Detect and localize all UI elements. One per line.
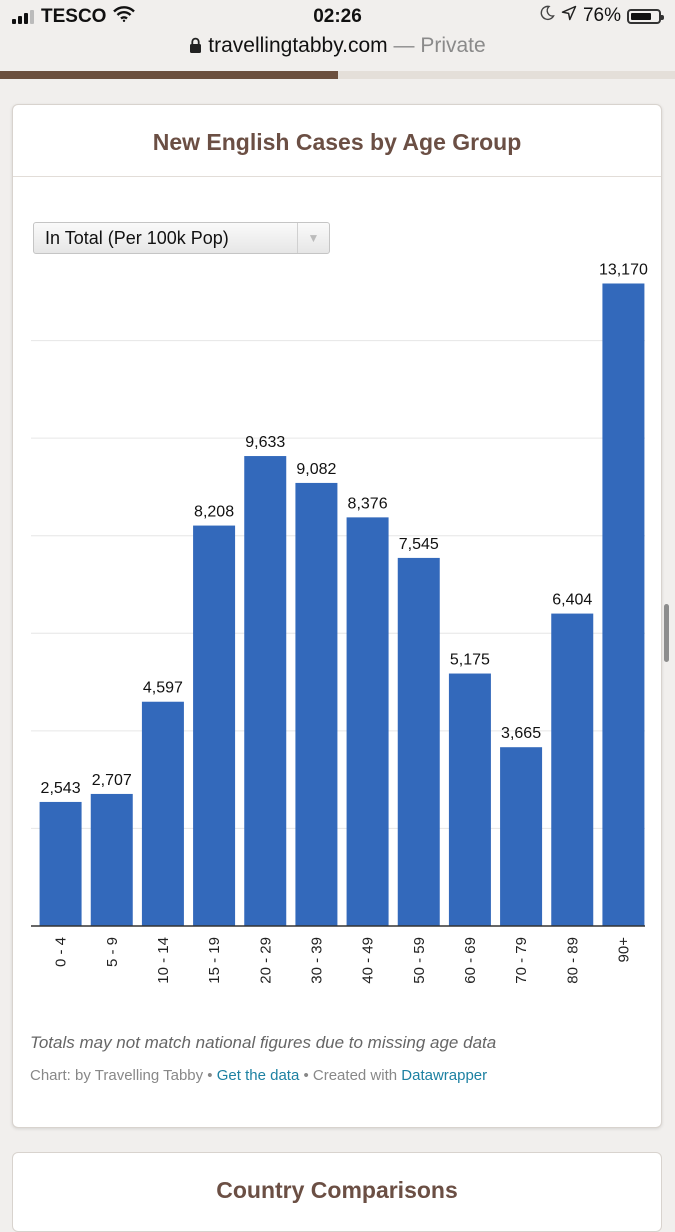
bar-chart: 2,543 0 - 4 2,707 5 - 9 4,597 10 - 14 8,208 15 … xyxy=(31,261,648,984)
bar-value-label: 13,170 xyxy=(599,261,648,278)
battery-percent: 76% xyxy=(582,5,621,26)
x-tick-label: 5 - 9 xyxy=(104,937,121,967)
status-bar: TESCO 02:26 76% xyxy=(0,0,675,34)
bar-value-label: 3,665 xyxy=(501,725,541,742)
bar xyxy=(551,613,594,926)
bar-value-label: 8,208 xyxy=(194,504,234,521)
x-tick-label: 60 - 69 xyxy=(462,937,479,984)
bar-value-label: 9,633 xyxy=(245,434,285,451)
status-time: 02:26 xyxy=(313,6,362,27)
country-comparisons-card: Country Comparisons xyxy=(12,1152,662,1232)
bar-value-label: 9,082 xyxy=(296,461,336,478)
bar xyxy=(90,793,133,926)
signal-icon xyxy=(12,10,34,24)
bar-value-label: 2,707 xyxy=(92,772,132,789)
bar-value-label: 4,597 xyxy=(143,680,183,697)
location-icon xyxy=(561,5,577,27)
x-tick-label: 70 - 79 xyxy=(513,937,530,984)
x-tick-label: 0 - 4 xyxy=(53,937,70,967)
bar xyxy=(602,283,645,926)
bar xyxy=(244,456,287,926)
bar xyxy=(346,517,389,926)
address-bar[interactable]: travellingtabby.com — Private xyxy=(0,34,675,60)
measure-dropdown-value: In Total (Per 100k Pop) xyxy=(45,228,229,248)
battery-fill xyxy=(631,12,651,20)
datawrapper-link[interactable]: Datawrapper xyxy=(401,1067,488,1084)
x-tick-label: 40 - 49 xyxy=(360,937,377,984)
status-right: 76% xyxy=(539,5,664,27)
status-left: TESCO xyxy=(12,6,136,28)
bar xyxy=(39,801,82,926)
bar xyxy=(141,701,184,926)
chart-credit: Chart: by Travelling Tabby • Get the dat… xyxy=(30,1067,487,1084)
x-tick-label: 80 - 89 xyxy=(564,937,581,984)
x-tick-label: 20 - 29 xyxy=(257,937,274,984)
battery-icon xyxy=(627,8,664,24)
carrier-label: TESCO xyxy=(41,6,107,27)
bar xyxy=(295,482,338,926)
x-tick-label: 30 - 39 xyxy=(308,937,325,984)
page-load-progress xyxy=(0,71,675,79)
page-scrollbar[interactable] xyxy=(664,604,669,662)
bar xyxy=(397,557,440,926)
bar xyxy=(500,747,543,926)
url-domain: travellingtabby.com xyxy=(208,34,388,57)
x-tick-label: 50 - 59 xyxy=(411,937,428,984)
country-comparisons-title: Country Comparisons xyxy=(216,1177,458,1203)
private-mode-label: — Private xyxy=(393,34,486,57)
measure-dropdown[interactable]: In Total (Per 100k Pop) ▼ xyxy=(33,222,330,254)
bar xyxy=(193,525,236,926)
x-tick-label: 90+ xyxy=(615,937,632,963)
lock-icon xyxy=(189,36,202,60)
get-the-data-link[interactable]: Get the data xyxy=(216,1067,300,1084)
bar xyxy=(448,673,491,926)
bar-value-label: 5,175 xyxy=(450,652,490,669)
chart-card: New English Cases by Age Group In Total … xyxy=(12,104,662,1128)
moon-icon xyxy=(539,5,555,27)
bar-value-label: 7,545 xyxy=(399,536,439,553)
credit-prefix: Chart: by Travelling Tabby • xyxy=(30,1067,217,1084)
x-tick-label: 10 - 14 xyxy=(155,937,172,984)
wifi-icon xyxy=(113,6,136,28)
bar-value-label: 8,376 xyxy=(348,495,388,512)
title-divider xyxy=(13,176,661,177)
x-tick-label: 15 - 19 xyxy=(206,937,223,984)
bar-value-label: 2,543 xyxy=(41,780,81,797)
credit-middle: • Created with xyxy=(299,1067,402,1084)
page-load-progress-fill xyxy=(0,71,338,79)
chevron-down-icon: ▼ xyxy=(297,223,329,253)
bar-value-label: 6,404 xyxy=(552,592,592,609)
chart-title: New English Cases by Age Group xyxy=(152,129,522,155)
chart-note: Totals may not match national figures du… xyxy=(30,1033,497,1052)
